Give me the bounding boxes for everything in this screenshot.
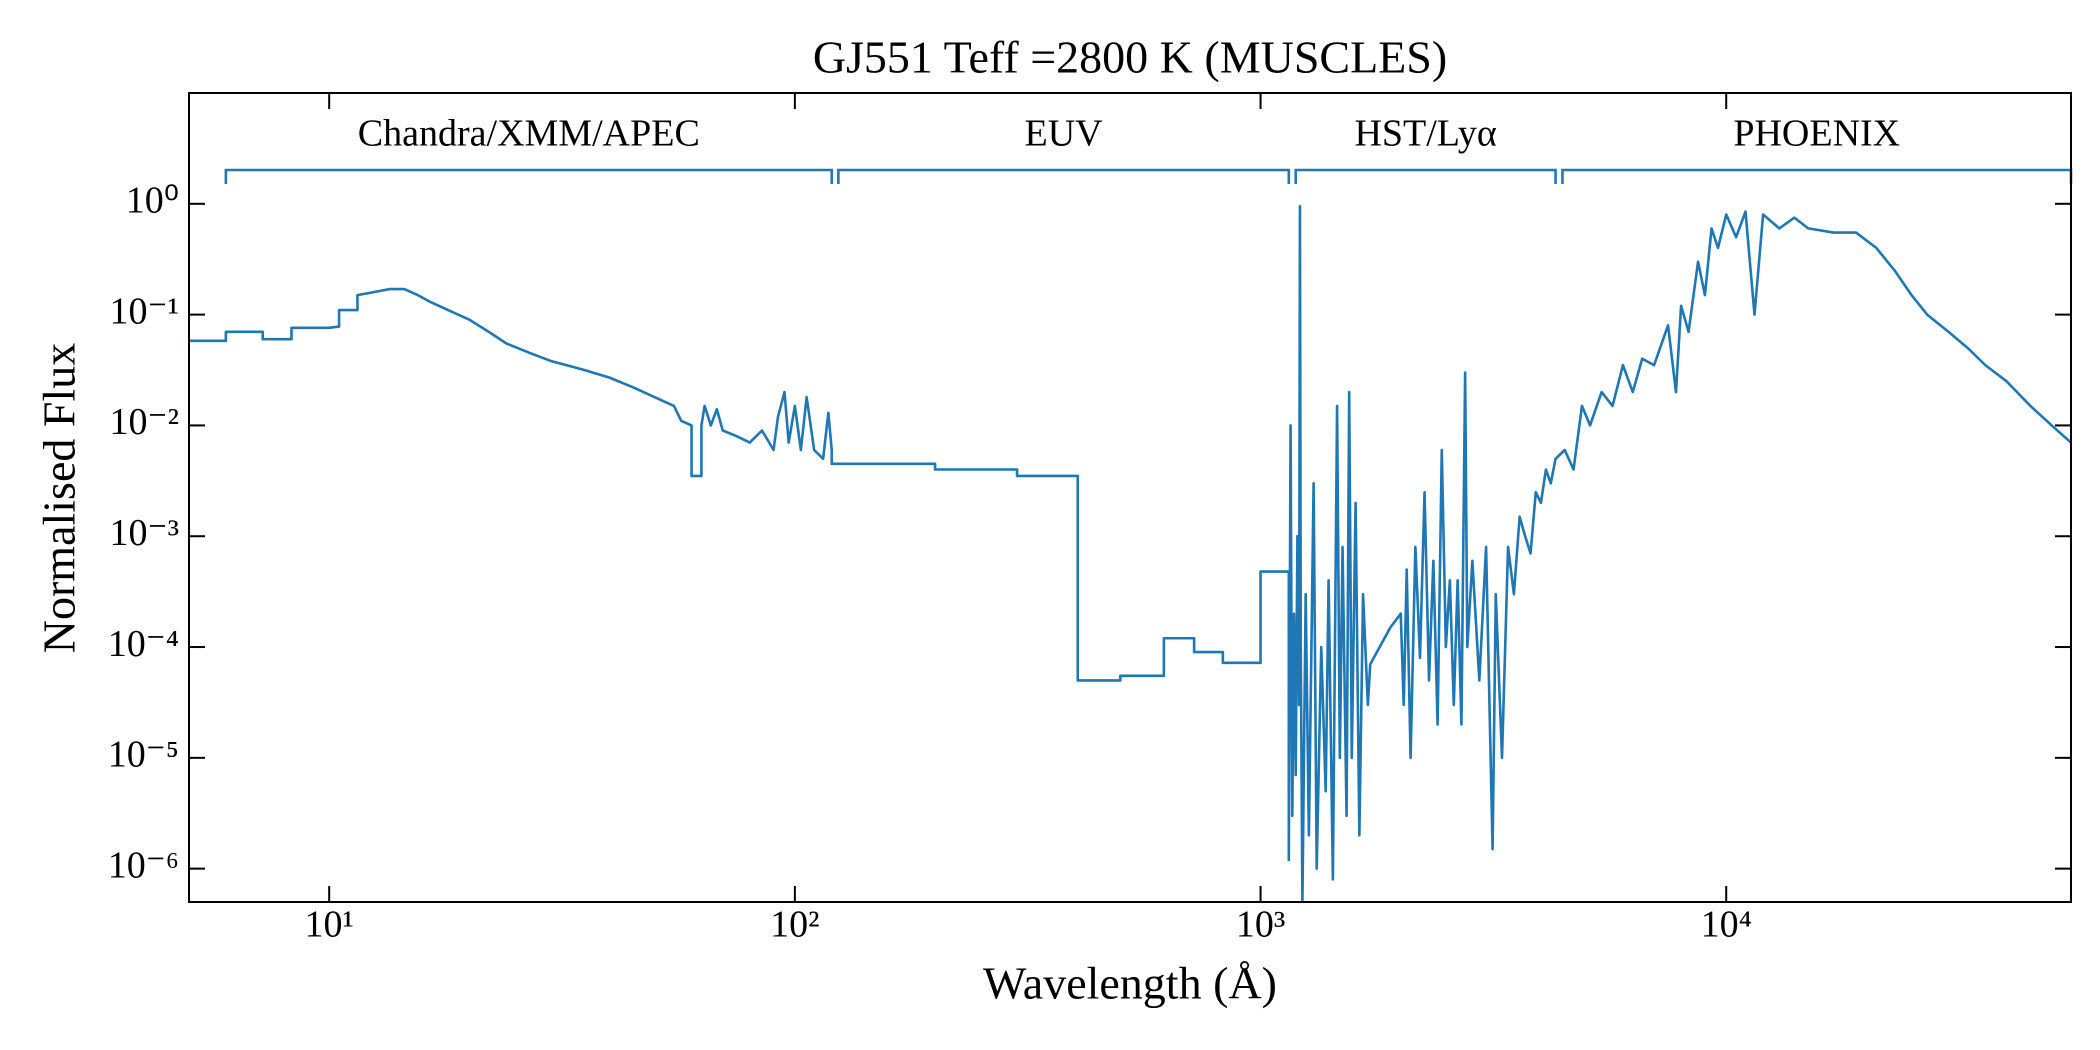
y-tick-label: 10⁻³ xyxy=(110,512,179,554)
y-tick-label: 10⁻⁵ xyxy=(108,734,179,776)
x-tick-label: 10¹ xyxy=(304,904,353,946)
chart-title: GJ551 Teff =2800 K (MUSCLES) xyxy=(813,32,1447,83)
region-label: PHOENIX xyxy=(1733,113,1900,155)
plot-frame xyxy=(188,92,2072,903)
spectrum-line xyxy=(189,204,2071,902)
y-tick-label: 10⁻⁶ xyxy=(108,844,179,886)
region-bracket xyxy=(1561,168,2073,184)
region-label: HST/Lyα xyxy=(1354,113,1496,155)
region-bracket xyxy=(224,168,834,184)
y-tick-label: 10⁻⁴ xyxy=(108,623,179,665)
region-bracket xyxy=(1294,168,1557,184)
y-tick-label: 10⁰ xyxy=(126,180,179,222)
x-tick-label: 10⁴ xyxy=(1701,904,1752,946)
x-tick-label: 10³ xyxy=(1236,904,1285,946)
region-bracket xyxy=(837,168,1291,184)
y-axis-label: Normalised Flux xyxy=(34,343,85,653)
x-axis-label: Wavelength (Å) xyxy=(983,958,1277,1009)
y-tick-label: 10⁻² xyxy=(110,401,179,443)
x-tick-label: 10² xyxy=(770,904,819,946)
y-tick-label: 10⁻¹ xyxy=(110,290,179,332)
region-label: Chandra/XMM/APEC xyxy=(358,113,700,155)
region-label: EUV xyxy=(1025,113,1104,155)
